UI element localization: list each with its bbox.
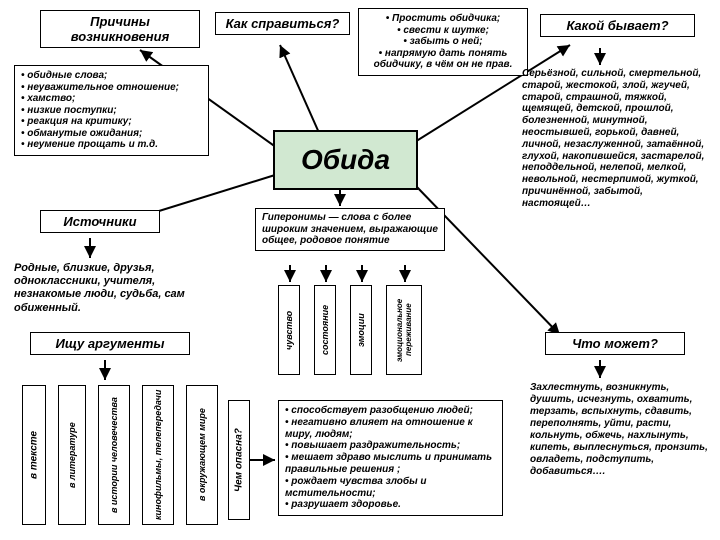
chto-text: Захлестнуть, возникнуть, душить, исчезну… — [530, 382, 710, 478]
istochniki-text: Родные, близкие, друзья, одноклассники, … — [14, 262, 224, 315]
vtab-hyper-1: состояние — [314, 285, 336, 375]
prichiny-bullets: • обидные слова; • неуважительное отноше… — [14, 65, 209, 156]
prichiny-box: Причины возникновения — [40, 10, 200, 48]
b: обидные слова; — [27, 70, 107, 81]
b: способствует разобщению людей; — [291, 405, 473, 416]
b: низкие поступки; — [27, 105, 116, 116]
chem-box: Чем опасна? — [228, 400, 250, 520]
chto-box: Что может? — [545, 332, 685, 355]
center-title: Обида — [273, 130, 418, 190]
vtab-arg-4: в окружающем мире — [186, 385, 218, 525]
b: негативно влияет на отношение к миру, лю… — [285, 417, 473, 440]
b: мешает здраво мыслить и принимать правил… — [285, 452, 492, 475]
kakoy-box: Какой бывает? — [540, 14, 695, 37]
b: неуважительное отношение; — [27, 82, 179, 93]
kak-box: Как справиться? — [215, 12, 350, 35]
b: напрямую дать понять обидчику, в чём он … — [374, 48, 513, 71]
b: обманутые ожидания; — [27, 128, 142, 139]
istochniki-box: Источники — [40, 210, 160, 233]
vtab-arg-3: кинофильмы, телепередачи — [142, 385, 174, 525]
b: забыть о ней; — [410, 36, 483, 47]
b: разрушает здоровье. — [291, 499, 401, 510]
vtab-arg-2: в истории человечества — [98, 385, 130, 525]
ishchu-box: Ищу аргументы — [30, 332, 190, 355]
vtab-arg-0: в тексте — [22, 385, 46, 525]
giperonimy-box: Гиперонимы — слова с более широким значе… — [255, 208, 445, 251]
b: свести к шутке; — [403, 25, 489, 36]
b: Простить обидчика; — [392, 13, 500, 24]
vtab-hyper-0: чувство — [278, 285, 300, 375]
kak-bullets: • Простить обидчика; • свести к шутке; •… — [358, 8, 528, 76]
b: хамство; — [27, 93, 75, 104]
b: неумение прощать и т.д. — [27, 139, 158, 150]
b: рождает чувства злобы и мстительности; — [285, 476, 427, 499]
vtab-hyper-3: эмоциональное переживание — [386, 285, 422, 375]
kakoy-text: Серьёзной, сильной, смертельной, старой,… — [522, 68, 714, 210]
b: повышает раздражительность; — [291, 440, 460, 451]
chem-bullets: • способствует разобщению людей; • негат… — [278, 400, 503, 516]
vtab-hyper-2: эмоции — [350, 285, 372, 375]
b: реакция на критику; — [27, 116, 131, 127]
vtab-arg-1: в литературе — [58, 385, 86, 525]
